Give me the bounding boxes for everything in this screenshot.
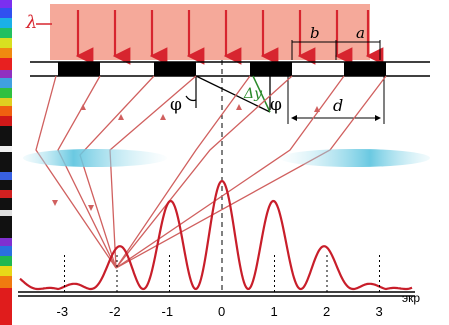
order-tick-labels: -3 -2 -1 0 1 2 3 [57, 304, 383, 319]
order-label: -3 [57, 304, 69, 319]
path-difference-segment [252, 75, 271, 113]
slit-dimension-markers [291, 40, 381, 60]
path-difference-construction [195, 75, 271, 113]
order-label: 2 [323, 304, 330, 319]
opaque-width-label: a [356, 24, 365, 42]
order-label: -2 [109, 304, 121, 319]
order-label: -1 [162, 304, 174, 319]
lens-left [23, 149, 167, 167]
angle-phi-left [185, 76, 197, 108]
order-label: 3 [376, 304, 383, 319]
path-difference-label: Δy [243, 86, 263, 102]
incident-beam [50, 4, 370, 60]
angle-phi-left-label: φ [170, 95, 182, 115]
diffraction-grating [58, 62, 386, 76]
wavelength-label: λ [25, 12, 37, 33]
intensity-pattern [19, 179, 413, 291]
period-label: d [333, 96, 343, 115]
ray-direction-marks [52, 104, 320, 211]
order-label: 1 [271, 304, 278, 319]
angle-phi-right-label: φ [270, 95, 282, 115]
period-dimension [287, 76, 385, 124]
lens-right [280, 149, 430, 167]
screen-axis [18, 291, 415, 297]
spectrum-strip [0, 0, 12, 325]
slit-width-label: b [310, 24, 320, 42]
order-markers [64, 252, 380, 292]
incident-arrows [75, 10, 384, 65]
screen-unit-label: экр [402, 291, 420, 305]
order-label: 0 [218, 304, 225, 319]
